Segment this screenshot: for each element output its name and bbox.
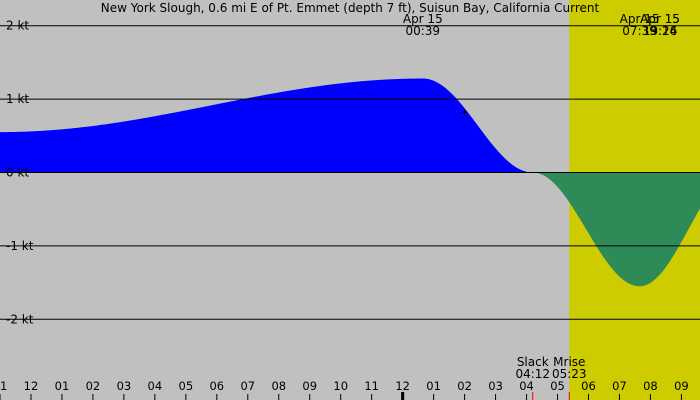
chart-title: New York Slough, 0.6 mi E of Pt. Emmet (… bbox=[101, 1, 600, 15]
x-tick-label-21: 08 bbox=[643, 379, 658, 393]
x-tick-label-8: 07 bbox=[240, 379, 255, 393]
extreme-date-3: Apr 15 bbox=[640, 12, 680, 26]
x-tick-label-12: 11 bbox=[364, 379, 379, 393]
x-tick-label-14: 01 bbox=[426, 379, 441, 393]
x-tick-label-3: 02 bbox=[86, 379, 101, 393]
grid-lines bbox=[0, 25, 700, 320]
extreme-time-0: 00:39 bbox=[405, 24, 440, 38]
event-time-0: 04:12 bbox=[515, 367, 550, 381]
event-labels: Slack04:12Mrise05:23Slack10:48Slack16:33… bbox=[515, 355, 587, 400]
y-axis-labels: 2 kt 1 kt 0 kt -1 kt -2 kt bbox=[6, 19, 34, 327]
extreme-time-2: 13:14 bbox=[643, 24, 678, 38]
y-tick-label-4: -2 kt bbox=[6, 312, 34, 326]
x-tick-label-13: 12 bbox=[395, 379, 410, 393]
x-tick-label-0: 11 bbox=[0, 379, 7, 393]
x-tick-label-1: 12 bbox=[24, 379, 39, 393]
x-tick-label-7: 06 bbox=[209, 379, 224, 393]
x-tick-label-17: 04 bbox=[519, 379, 534, 393]
x-tick-label-9: 08 bbox=[271, 379, 286, 393]
x-tick-label-10: 09 bbox=[302, 379, 317, 393]
y-tick-label-2: 0 kt bbox=[6, 165, 29, 179]
x-tick-label-4: 03 bbox=[117, 379, 132, 393]
y-tick-label-0: 2 kt bbox=[6, 19, 29, 33]
current-areas bbox=[0, 78, 700, 287]
flood-area bbox=[0, 78, 700, 173]
extreme-time-1: 07:39 bbox=[622, 24, 657, 38]
event-label-1: Mrise bbox=[553, 355, 585, 369]
extreme-time-3: 19:26 bbox=[643, 24, 678, 38]
event-time-1: 05:23 bbox=[552, 367, 587, 381]
x-tick-label-11: 10 bbox=[333, 379, 348, 393]
y-tick-label-1: 1 kt bbox=[6, 92, 29, 106]
x-tick-label-2: 01 bbox=[55, 379, 70, 393]
y-tick-label-3: -1 kt bbox=[6, 239, 34, 253]
x-tick-label-16: 03 bbox=[488, 379, 503, 393]
x-tick-label-6: 05 bbox=[179, 379, 194, 393]
midnight-marker bbox=[401, 392, 405, 400]
x-tick-label-22: 09 bbox=[674, 379, 689, 393]
extreme-date-2: Apr 15 bbox=[640, 12, 680, 26]
x-tick-label-5: 04 bbox=[148, 379, 163, 393]
x-tick-label-15: 02 bbox=[457, 379, 472, 393]
extreme-date-0: Apr 15 bbox=[403, 12, 443, 26]
event-label-0: Slack bbox=[517, 355, 549, 369]
x-tick-label-18: 05 bbox=[550, 379, 565, 393]
x-tick-label-19: 06 bbox=[581, 379, 596, 393]
x-axis: 11 12 01 02 03 04 05 06 07 08 09 10 11 12 01 02 03 04 05 06… bbox=[0, 379, 689, 400]
x-tick-label-20: 07 bbox=[612, 379, 627, 393]
plus-marker bbox=[461, 109, 468, 116]
extreme-date-1: Apr 15 bbox=[620, 12, 660, 26]
ebb-area bbox=[0, 172, 700, 287]
